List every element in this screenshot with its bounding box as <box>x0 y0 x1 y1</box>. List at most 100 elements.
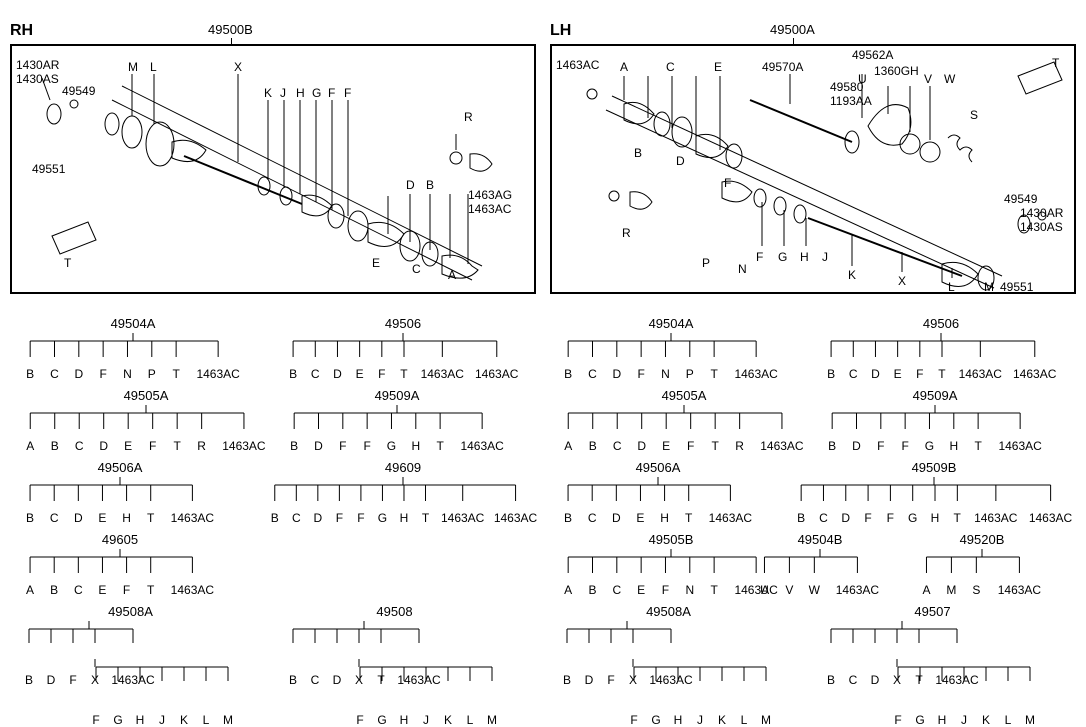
tree-leaf: X <box>84 673 106 687</box>
tree-t9: 49506A BCDEHT1463AC <box>18 460 222 525</box>
tree-leaf: A <box>18 439 42 453</box>
tree-leaf: W <box>802 583 827 597</box>
rh-panel: 1430AR 1430AS 49549 49551 M L X K J H G … <box>10 44 536 294</box>
tree-leaf: D <box>326 367 348 381</box>
tree-title: 49504A <box>18 316 248 331</box>
tree-leaf: 1463AC <box>415 367 469 381</box>
lh-49562a: 49562A <box>852 48 893 62</box>
tree-leaf: L <box>733 713 755 727</box>
tree-leaf: 1463AC <box>392 673 446 687</box>
tree-t11: 49506A BCDEHT1463AC <box>556 460 760 525</box>
tree-leaf: B <box>42 583 66 597</box>
tree-leaf: D <box>91 439 115 453</box>
tree-leaf: T <box>165 439 189 453</box>
tree-title: 49605 <box>18 532 222 547</box>
tree-leaf: B <box>820 367 842 381</box>
tree-leaf: T <box>702 583 726 597</box>
tree-leaf: A <box>556 583 580 597</box>
tree-leaf: J <box>415 713 437 727</box>
tree-leaf: N <box>653 367 677 381</box>
tree-leaf: F <box>678 439 702 453</box>
tree-leaf: D <box>306 439 330 453</box>
tree-leaf: C <box>67 439 91 453</box>
tree-leaf: B <box>18 511 42 525</box>
tree-leaf: T <box>139 583 163 597</box>
tree-leaf: G <box>909 713 931 727</box>
tree-title: 49506A <box>556 460 760 475</box>
tree-title: 49504A <box>556 316 786 331</box>
tree-leaf: H <box>115 511 139 525</box>
rh-D: D <box>406 178 415 192</box>
rh-L: L <box>150 60 157 74</box>
tree-leaf: T <box>415 511 437 525</box>
tree-n2: 49508 BCDXT1463ACFGHJKLM <box>282 604 507 714</box>
tree-leaf: T <box>393 367 415 381</box>
tree-leaf: E <box>90 583 114 597</box>
tree-leaf: E <box>628 511 652 525</box>
lh-N: N <box>738 262 747 276</box>
tree-leaf: F <box>350 511 372 525</box>
tree-title: 49609 <box>264 460 542 475</box>
tree-leaf: M <box>939 583 964 597</box>
lh-X: X <box>898 274 906 288</box>
tree-t6: 49509A BDFFGHT1463AC <box>282 388 512 453</box>
rh-G: G <box>312 86 321 100</box>
tree-t12: 49509B BCDFFGHT1463AC1463AC <box>790 460 1078 525</box>
rh-1463ag: 1463AG <box>468 188 512 202</box>
rh-top-ref-text: 49500B <box>208 22 253 37</box>
tree-leaf: G <box>379 439 403 453</box>
lh-B: B <box>634 146 642 160</box>
tree-leaf: P <box>140 367 164 381</box>
lh-49551: 49551 <box>1000 280 1033 294</box>
tree-title: 49507 <box>820 604 1045 619</box>
tree-leaf: B <box>18 367 42 381</box>
tree-leaf: E <box>349 367 371 381</box>
tree-leaf: D <box>835 511 857 525</box>
tree-leaf: G <box>645 713 667 727</box>
tree-leaf: F <box>653 583 677 597</box>
tree-leaf: D <box>864 673 886 687</box>
lh-S: S <box>970 108 978 122</box>
tree-t15: 49504B UVW1463AC <box>752 532 888 597</box>
lh-V: V <box>924 72 932 86</box>
tree-leaf: H <box>393 713 415 727</box>
tree-leaf: F <box>355 439 379 453</box>
tree-leaf: B <box>18 673 40 687</box>
tree-leaf: G <box>917 439 941 453</box>
rh-X: X <box>234 60 242 74</box>
tree-leaf: L <box>997 713 1019 727</box>
rh-exploded-svg <box>12 46 534 292</box>
rh-E: E <box>372 256 380 270</box>
tree-leaf: J <box>151 713 173 727</box>
tree-leaf: F <box>329 511 351 525</box>
rh-J: J <box>280 86 286 100</box>
tree-leaf: D <box>604 511 628 525</box>
tree-leaf: B <box>282 673 304 687</box>
tree-leaf: T <box>370 673 392 687</box>
lh-1430ar: 1430AR <box>1020 206 1063 220</box>
tree-leaf: D <box>578 673 600 687</box>
lh-F: F <box>724 176 731 190</box>
rh-F1: F <box>328 86 335 100</box>
tree-leaf: D <box>66 511 90 525</box>
tree-leaf: F <box>91 367 115 381</box>
tree-leaf: 1463AC <box>701 511 760 525</box>
tree-leaf: L <box>459 713 481 727</box>
tree-leaf: H <box>942 439 966 453</box>
lh-W: W <box>944 72 955 86</box>
tree-leaf: F <box>909 367 931 381</box>
tree-leaf: F <box>600 673 622 687</box>
tree-leaf: G <box>371 713 393 727</box>
tree-leaf: H <box>393 511 415 525</box>
tree-leaf: B <box>556 511 580 525</box>
tree-leaf: B <box>556 673 578 687</box>
tree-leaf: B <box>820 439 844 453</box>
tree-leaf: D <box>844 439 868 453</box>
tree-leaf: C <box>42 367 66 381</box>
lh-1360gh: 1360GH <box>874 64 919 78</box>
tree-leaf: X <box>886 673 908 687</box>
tree-leaf: 1463AC <box>163 511 222 525</box>
tree-leaf: C <box>42 511 66 525</box>
lh-exploded-svg <box>552 46 1074 292</box>
tree-leaf: F <box>893 439 917 453</box>
